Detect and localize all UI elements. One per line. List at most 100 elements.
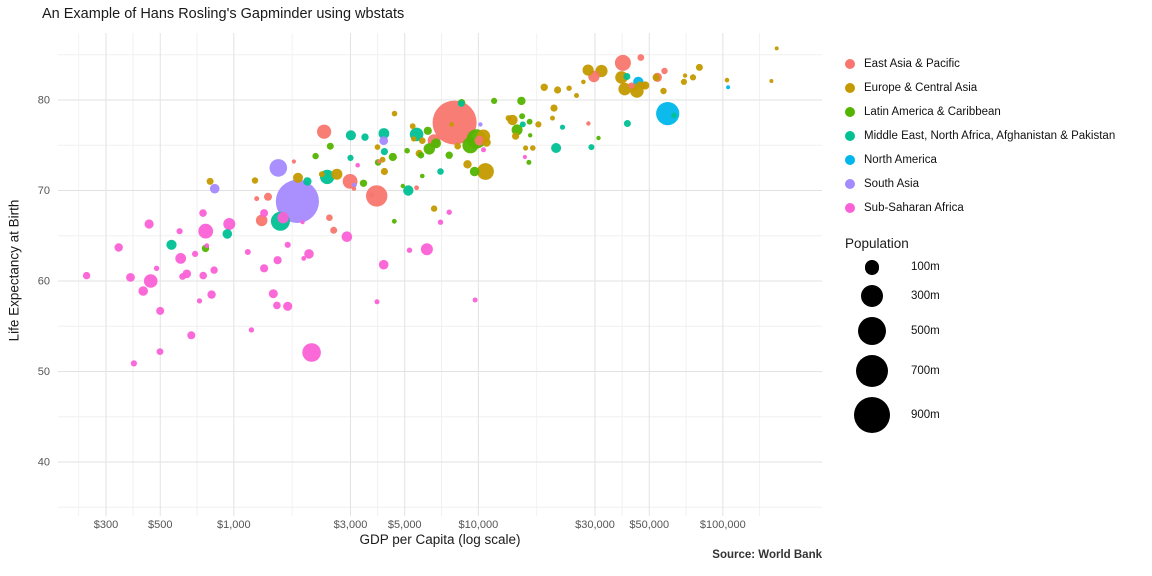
size-legend-circle <box>858 317 886 345</box>
data-point <box>574 93 579 98</box>
data-point <box>82 271 91 280</box>
data-point <box>341 231 353 242</box>
region-legend: East Asia & Pacific Europe & Central Asia… <box>845 52 1115 220</box>
data-point <box>378 259 389 270</box>
data-point <box>769 79 774 83</box>
region-legend-label: Sub-Saharan Africa <box>864 202 964 214</box>
data-point <box>474 135 485 146</box>
data-point <box>209 183 220 194</box>
data-point <box>411 136 417 142</box>
data-point <box>301 256 307 261</box>
data-point <box>144 219 154 229</box>
data-point <box>636 81 643 88</box>
data-point <box>283 301 293 311</box>
data-point <box>359 179 368 187</box>
data-point <box>330 226 338 234</box>
data-point <box>126 273 135 282</box>
data-point <box>264 192 272 201</box>
data-point <box>377 159 382 164</box>
data-point <box>528 133 533 138</box>
y-tick-label: 70 <box>38 185 50 197</box>
data-point <box>472 297 478 303</box>
data-point <box>130 360 137 367</box>
data-point <box>312 152 319 160</box>
x-tick-label: $1,000 <box>217 519 251 531</box>
region-color-dot <box>845 155 855 165</box>
data-point <box>156 348 164 355</box>
data-point <box>637 54 645 61</box>
data-point <box>526 159 532 165</box>
data-point <box>347 154 354 161</box>
data-point <box>517 96 526 106</box>
region-legend-label: Latin America & Caribbean <box>864 106 1001 118</box>
data-point <box>623 120 631 127</box>
data-point <box>582 64 594 76</box>
region-legend-label: Middle East, North Africa, Afghanistan &… <box>864 130 1116 142</box>
data-point <box>400 183 405 189</box>
data-point <box>406 247 413 253</box>
y-tick-label: 50 <box>38 366 50 378</box>
region-legend-label: North America <box>864 154 937 166</box>
size-legend-label: 700m <box>911 365 940 378</box>
data-point <box>156 306 165 315</box>
data-point <box>361 133 369 141</box>
data-point <box>175 253 187 264</box>
data-point <box>661 67 668 75</box>
x-tick-label: $100,000 <box>700 519 746 531</box>
data-point <box>391 110 398 117</box>
data-point <box>355 162 361 168</box>
region-legend-label: South Asia <box>864 178 919 190</box>
data-point <box>652 73 660 81</box>
data-point <box>176 228 183 235</box>
data-point <box>345 130 356 141</box>
data-point <box>196 298 203 304</box>
data-point <box>445 151 453 159</box>
size-legend-item: 100m <box>845 260 940 275</box>
data-point <box>535 121 542 128</box>
data-point <box>374 299 380 305</box>
data-point <box>374 144 381 150</box>
data-point <box>414 185 419 191</box>
data-point <box>153 265 160 271</box>
x-tick-label: $10,000 <box>458 519 498 531</box>
data-point <box>391 218 397 224</box>
data-point <box>660 87 667 95</box>
data-point <box>588 144 595 151</box>
region-legend-item: Latin America & Caribbean <box>845 100 1115 124</box>
data-point <box>326 142 334 150</box>
data-point <box>273 256 282 265</box>
data-point <box>317 124 332 139</box>
region-color-dot <box>845 179 855 189</box>
data-point <box>409 123 416 130</box>
data-point <box>680 78 688 85</box>
data-point <box>206 177 214 185</box>
data-point <box>682 73 688 78</box>
region-legend-label: East Asia & Pacific <box>864 58 960 70</box>
data-point <box>478 122 483 127</box>
data-point <box>420 173 425 179</box>
data-point <box>379 136 389 146</box>
data-point <box>449 122 455 127</box>
data-point <box>192 250 199 257</box>
size-legend-label: 500m <box>911 325 940 338</box>
y-tick-labels: 40 50 60 70 80 <box>38 95 50 469</box>
size-legend-label: 100m <box>911 261 940 274</box>
data-point <box>378 128 390 139</box>
x-tick-label: $3,000 <box>334 519 368 531</box>
size-legend-circle <box>860 284 884 308</box>
size-legend-item: 700m <box>845 354 940 388</box>
size-legend-item: 900m <box>845 397 940 434</box>
data-point <box>380 148 388 156</box>
size-legend-circle <box>855 354 889 388</box>
data-point <box>179 273 187 280</box>
data-point <box>566 85 572 91</box>
data-point <box>482 138 491 147</box>
data-point <box>403 185 414 196</box>
chart-title: An Example of Hans Rosling's Gapminder u… <box>42 6 405 22</box>
data-point <box>300 220 305 225</box>
data-point <box>304 249 314 259</box>
region-legend-item: Sub-Saharan Africa <box>845 196 1115 220</box>
data-point <box>260 209 269 218</box>
region-color-dot <box>845 131 855 141</box>
data-point <box>318 171 325 178</box>
